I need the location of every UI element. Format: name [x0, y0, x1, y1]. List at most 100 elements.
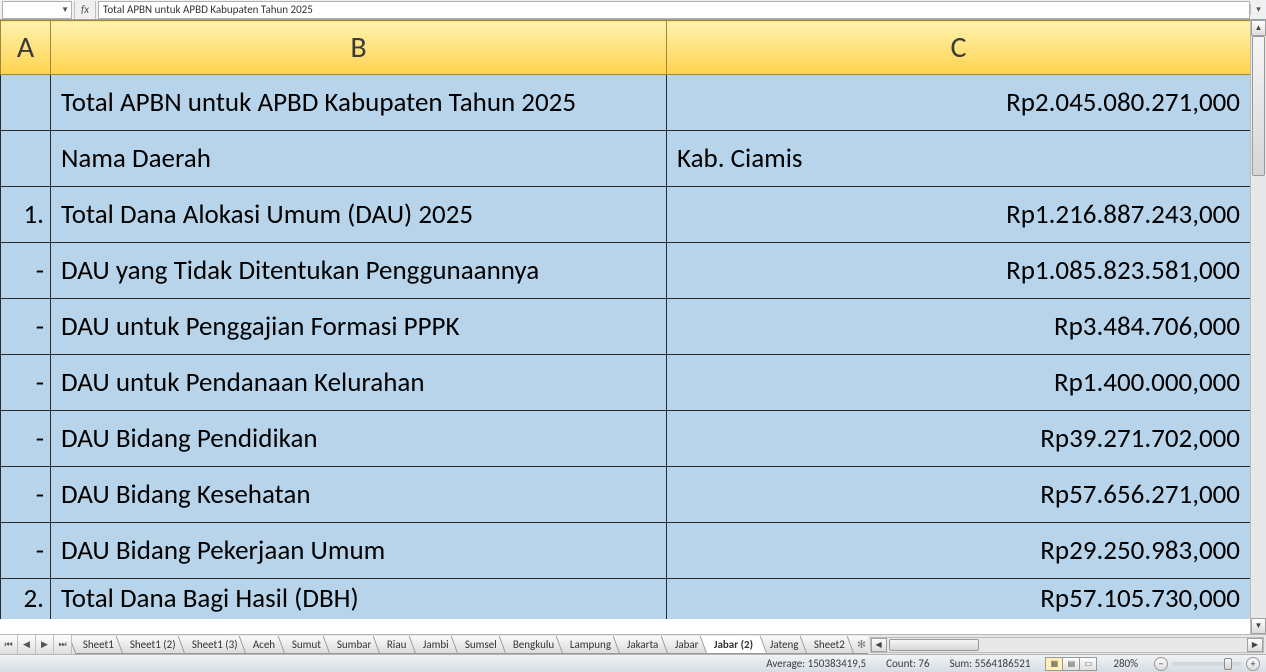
cell-col-b[interactable]: DAU Bidang Kesehatan	[51, 467, 667, 523]
cell-col-c[interactable]: Rp39.271.702,000	[667, 411, 1251, 467]
cell-col-c[interactable]: Rp1.085.823.581,000	[667, 243, 1251, 299]
spreadsheet-table: A B C Total APBN untuk APBD Kabupaten Ta…	[0, 20, 1251, 619]
cell-col-a[interactable]: -	[1, 467, 51, 523]
view-page-break-icon[interactable]: ▭	[1079, 657, 1097, 671]
sheet-tab-label: Aceh	[253, 638, 275, 651]
status-sum-label: Sum:	[950, 657, 973, 670]
vertical-scroll-track[interactable]	[1251, 36, 1266, 618]
new-sheet-icon: ✻	[857, 638, 866, 651]
table-row: -DAU yang Tidak Ditentukan Penggunaannya…	[1, 243, 1251, 299]
cell-col-c[interactable]: Rp57.656.271,000	[667, 467, 1251, 523]
status-count-label: Count:	[886, 657, 916, 670]
horizontal-scroll-thumb[interactable]	[889, 639, 979, 651]
cell-col-c[interactable]: Rp1.400.000,000	[667, 355, 1251, 411]
column-header-C[interactable]: C	[667, 21, 1251, 75]
column-headers-row: A B C	[1, 21, 1251, 75]
zoom-out-button[interactable]: −	[1154, 657, 1168, 671]
sheet-tab-label: Riau	[387, 638, 407, 651]
fx-button[interactable]: fx	[74, 1, 96, 19]
sheet-tab-label: Jambi	[423, 638, 449, 651]
cell-col-b[interactable]: DAU Bidang Pekerjaan Umum	[51, 523, 667, 579]
sheet-tab-label: Sheet1 (2)	[130, 638, 176, 651]
formula-bar-expand-icon[interactable]: ▾	[1250, 4, 1266, 15]
cell-col-b[interactable]: DAU untuk Pendanaan Kelurahan	[51, 355, 667, 411]
sheet-tab-label: Jabar (2)	[714, 638, 753, 651]
cell-col-a[interactable]: -	[1, 523, 51, 579]
scroll-right-button[interactable]: ▶	[1247, 638, 1263, 652]
cell-col-b[interactable]: Total Dana Alokasi Umum (DAU) 2025	[51, 187, 667, 243]
cell-col-c[interactable]: Rp29.250.983,000	[667, 523, 1251, 579]
cell-col-c[interactable]: Rp3.484.706,000	[667, 299, 1251, 355]
cell-col-b[interactable]: Total APBN untuk APBD Kabupaten Tahun 20…	[51, 75, 667, 131]
sheet-tab-label: Jakarta	[627, 638, 659, 651]
cell-col-a[interactable]: 1.	[1, 187, 51, 243]
cell-col-a[interactable]: -	[1, 243, 51, 299]
name-box[interactable]: ▼	[2, 1, 72, 19]
status-count-value: 76	[918, 657, 929, 670]
cell-col-a[interactable]: -	[1, 299, 51, 355]
zoom-percent[interactable]: 280%	[1113, 657, 1138, 670]
table-row: -DAU untuk Pendanaan KelurahanRp1.400.00…	[1, 355, 1251, 411]
cell-col-a[interactable]: -	[1, 355, 51, 411]
sheet-tab-label: Bengkulu	[512, 638, 553, 651]
grid-area: A B C Total APBN untuk APBD Kabupaten Ta…	[0, 20, 1266, 634]
status-sum-value: 5564186521	[975, 657, 1031, 670]
vertical-scroll-thumb[interactable]	[1252, 36, 1265, 176]
sheet-tabs-bar: ⏮ ◀ ▶ ⏭ Sheet1Sheet1 (2)Sheet1 (3)AcehSu…	[0, 634, 1266, 654]
horizontal-scrollbar[interactable]: ◀ ▶	[870, 637, 1264, 653]
table-row: 2.Total Dana Bagi Hasil (DBH)Rp57.105.73…	[1, 579, 1251, 619]
sheet-tab[interactable]: Jabar (2)	[700, 636, 768, 654]
table-row: 1.Total Dana Alokasi Umum (DAU) 2025Rp1.…	[1, 187, 1251, 243]
column-header-B[interactable]: B	[51, 21, 667, 75]
formula-bar: ▼ fx Total APBN untuk APBD Kabupaten Tah…	[0, 0, 1266, 20]
sheet-tab-label: Jabar	[675, 638, 699, 651]
cell-col-c[interactable]: Rp1.216.887.243,000	[667, 187, 1251, 243]
sheet-tab-label: Sumbar	[337, 638, 372, 651]
view-page-layout-icon[interactable]: ▤	[1062, 657, 1080, 671]
cell-col-b[interactable]: Nama Daerah	[51, 131, 667, 187]
status-bar: Average: 150383419,5 Count: 76 Sum: 5564…	[0, 654, 1266, 672]
cell-col-c[interactable]: Rp2.045.080.271,000	[667, 75, 1251, 131]
tab-nav-last-icon[interactable]: ⏭	[54, 635, 72, 654]
cell-col-a[interactable]: 2.	[1, 579, 51, 619]
cell-col-b[interactable]: Total Dana Bagi Hasil (DBH)	[51, 579, 667, 619]
status-sum: Sum: 5564186521	[950, 657, 1031, 670]
cell-col-c[interactable]: Rp57.105.730,000	[667, 579, 1251, 619]
table-row: -DAU Bidang KesehatanRp57.656.271,000	[1, 467, 1251, 523]
cell-col-b[interactable]: DAU untuk Penggajian Formasi PPPK	[51, 299, 667, 355]
zoom-slider[interactable]	[1172, 662, 1242, 666]
scroll-up-button[interactable]: ▲	[1251, 20, 1266, 36]
vertical-scrollbar[interactable]: ▲ ▼	[1250, 20, 1266, 634]
column-header-A[interactable]: A	[1, 21, 51, 75]
tab-nav-prev-icon[interactable]: ◀	[18, 635, 36, 654]
scroll-down-button[interactable]: ▼	[1251, 618, 1266, 634]
tab-nav-next-icon[interactable]: ▶	[36, 635, 54, 654]
cell-col-a[interactable]	[1, 75, 51, 131]
horizontal-scroll-area: ◀ ▶	[868, 635, 1266, 654]
sheet-tab-label: Sumut	[292, 638, 321, 651]
zoom-slider-thumb[interactable]	[1224, 658, 1232, 670]
formula-input[interactable]: Total APBN untuk APBD Kabupaten Tahun 20…	[98, 1, 1250, 19]
scroll-left-button[interactable]: ◀	[871, 638, 887, 652]
zoom-in-button[interactable]: +	[1246, 657, 1260, 671]
name-box-dropdown-icon[interactable]: ▼	[61, 5, 69, 15]
cell-col-a[interactable]	[1, 131, 51, 187]
table-row: -DAU untuk Penggajian Formasi PPPKRp3.48…	[1, 299, 1251, 355]
status-average-label: Average:	[766, 657, 805, 670]
view-normal-icon[interactable]: ▦	[1045, 657, 1063, 671]
sheet-tabs: Sheet1Sheet1 (2)Sheet1 (3)AcehSumutSumba…	[72, 635, 868, 654]
sheet-tab-label: Jateng	[769, 638, 798, 651]
cell-col-b[interactable]: DAU Bidang Pendidikan	[51, 411, 667, 467]
status-count: Count: 76	[886, 657, 929, 670]
table-row: -DAU Bidang PendidikanRp39.271.702,000	[1, 411, 1251, 467]
cell-col-a[interactable]: -	[1, 411, 51, 467]
cell-col-c[interactable]: Kab. Ciamis	[667, 131, 1251, 187]
tab-nav-first-icon[interactable]: ⏮	[0, 635, 18, 654]
sheet-tab-label: Lampung	[570, 638, 611, 651]
table-row: -DAU Bidang Pekerjaan UmumRp29.250.983,0…	[1, 523, 1251, 579]
view-mode-buttons: ▦ ▤ ▭	[1046, 657, 1097, 671]
zoom-control: − +	[1154, 657, 1260, 671]
sheet-tab-label: Sheet2	[814, 638, 845, 651]
cell-col-b[interactable]: DAU yang Tidak Ditentukan Penggunaannya	[51, 243, 667, 299]
table-row: Nama DaerahKab. Ciamis	[1, 131, 1251, 187]
